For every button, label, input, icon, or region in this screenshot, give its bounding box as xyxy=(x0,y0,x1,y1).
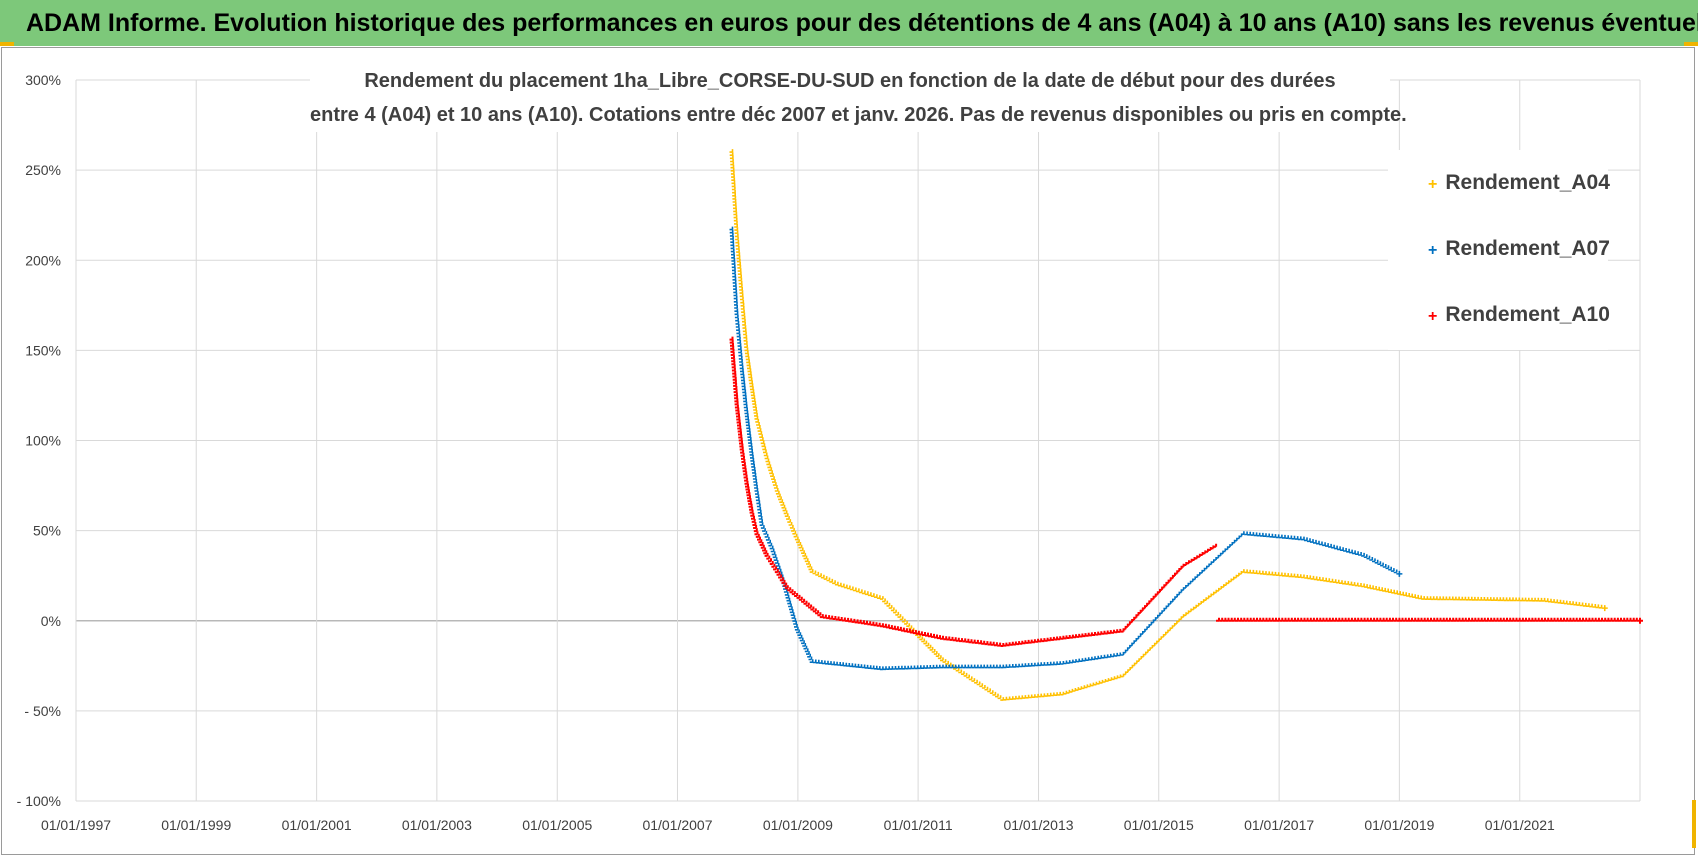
legend-marker-a10: + xyxy=(1428,308,1438,325)
chart-subtitle-line-2: entre 4 (A04) et 10 ans (A10). Cotations… xyxy=(310,104,1407,126)
y-tick-label: - 50% xyxy=(24,703,61,719)
x-tick-label: 01/01/2015 xyxy=(1124,817,1194,833)
legend-item-a07: + Rendement_A07 xyxy=(1428,234,1610,264)
series-rendement-a10 xyxy=(729,336,1643,647)
series-markers xyxy=(729,226,1403,671)
legend-item-a04: + Rendement_A04 xyxy=(1428,168,1610,198)
y-tick-label: - 100% xyxy=(17,793,61,809)
chart-legend: + Rendement_A04 + Rendement_A07 + Rendement… xyxy=(1388,150,1610,350)
x-tick-label: 01/01/2003 xyxy=(402,817,472,833)
x-tick-label: 01/01/1997 xyxy=(41,817,111,833)
y-tick-label: 50% xyxy=(33,523,61,539)
series-rendement-a04 xyxy=(729,149,1608,701)
chart-subtitle: Rendement du placement 1ha_Libre_CORSE-D… xyxy=(310,64,1407,132)
corner-marker-top-left xyxy=(0,42,14,46)
x-tick-label: 01/01/2007 xyxy=(642,817,712,833)
chart-subtitle-line-1: Rendement du placement 1ha_Libre_CORSE-D… xyxy=(364,70,1336,92)
x-tick-label: 01/01/2019 xyxy=(1364,817,1434,833)
x-tick-label: 01/01/2001 xyxy=(282,817,352,833)
y-tick-label: 100% xyxy=(25,433,61,449)
y-tick-label: 150% xyxy=(25,342,61,358)
series-markers xyxy=(729,149,1608,701)
legend-label-a07: Rendement_A07 xyxy=(1445,237,1610,260)
x-tick-label: 01/01/2009 xyxy=(763,817,833,833)
legend-marker-a07: + xyxy=(1428,242,1438,259)
series-rendement-a07 xyxy=(729,226,1403,671)
x-tick-label: 01/01/1999 xyxy=(161,817,231,833)
x-tick-label: 01/01/2011 xyxy=(884,817,953,833)
series-markers xyxy=(729,336,1643,647)
legend-label-a10: Rendement_A10 xyxy=(1445,303,1610,326)
x-tick-label: 01/01/2013 xyxy=(1003,817,1073,833)
y-tick-label: 250% xyxy=(25,162,61,178)
legend-item-a10: + Rendement_A10 xyxy=(1428,300,1610,330)
y-tick-label: 200% xyxy=(25,252,61,268)
x-tick-label: 01/01/2017 xyxy=(1244,817,1314,833)
legend-marker-a04: + xyxy=(1428,176,1438,193)
y-tick-label: 300% xyxy=(25,72,61,88)
legend-label-a04: Rendement_A04 xyxy=(1445,171,1610,194)
y-tick-label: 0% xyxy=(41,613,61,629)
x-tick-label: 01/01/2021 xyxy=(1485,817,1555,833)
chart-frame xyxy=(1,47,1695,855)
corner-marker-top-right xyxy=(1684,42,1698,46)
corner-marker-right xyxy=(1692,800,1696,848)
x-tick-label: 01/01/2005 xyxy=(522,817,592,833)
banner-title: ADAM Informe. Evolution historique des p… xyxy=(0,0,1698,46)
